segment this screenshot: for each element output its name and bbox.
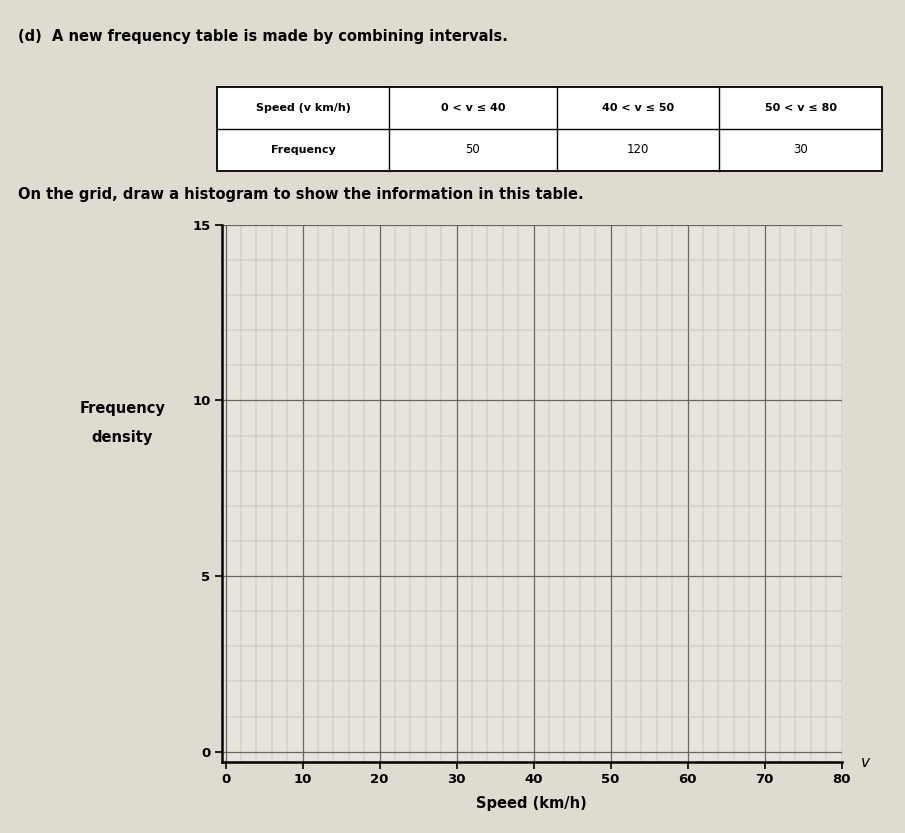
X-axis label: Speed (km/h): Speed (km/h) — [476, 796, 587, 811]
Text: density: density — [91, 430, 153, 445]
Text: 40 < v ≤ 50: 40 < v ≤ 50 — [602, 103, 674, 113]
Text: On the grid, draw a histogram to show the information in this table.: On the grid, draw a histogram to show th… — [18, 187, 584, 202]
Text: 120: 120 — [627, 143, 649, 157]
Text: Speed (v km/h): Speed (v km/h) — [256, 103, 350, 113]
Text: (d)  A new frequency table is made by combining intervals.: (d) A new frequency table is made by com… — [18, 29, 508, 44]
Bar — [217, 87, 882, 171]
Text: Frequency: Frequency — [80, 401, 165, 416]
Text: 0 < v ≤ 40: 0 < v ≤ 40 — [441, 103, 505, 113]
Text: 30: 30 — [794, 143, 808, 157]
Text: v: v — [861, 755, 870, 770]
Text: 50 < v ≤ 80: 50 < v ≤ 80 — [765, 103, 837, 113]
FancyBboxPatch shape — [217, 87, 882, 171]
Text: 50: 50 — [465, 143, 481, 157]
Text: Frequency: Frequency — [271, 145, 336, 155]
